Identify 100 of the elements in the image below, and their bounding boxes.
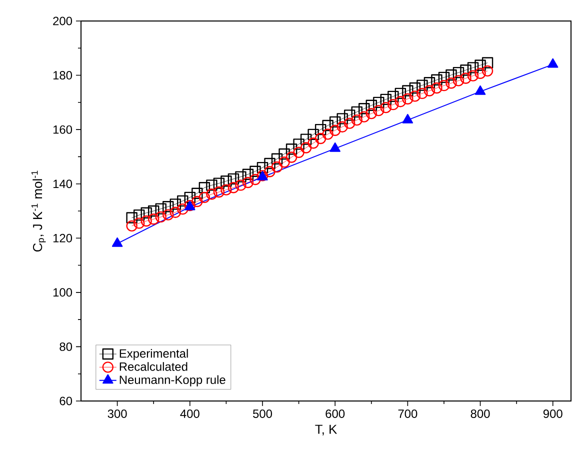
point xyxy=(206,180,218,191)
x-tick-label: 700 xyxy=(398,410,418,418)
point xyxy=(235,171,246,182)
legend-label: Recalculated xyxy=(120,362,188,371)
y-axis-title: C$_{p}$, J K$^{-1}$ mol$^{-1}$ xyxy=(31,170,46,252)
point xyxy=(474,60,486,71)
point xyxy=(394,96,406,108)
point xyxy=(293,146,304,158)
point xyxy=(228,182,240,194)
point xyxy=(278,148,290,160)
point xyxy=(380,102,392,114)
point xyxy=(271,153,283,164)
point xyxy=(402,85,414,96)
point xyxy=(300,142,312,154)
point xyxy=(431,82,442,94)
point xyxy=(250,174,261,186)
point xyxy=(140,215,152,227)
x-tick-label: 800 xyxy=(470,410,490,418)
point xyxy=(329,124,341,136)
point xyxy=(409,90,421,102)
point xyxy=(373,104,384,116)
point xyxy=(126,212,138,224)
point xyxy=(271,161,283,173)
point xyxy=(314,124,326,136)
point xyxy=(264,166,276,178)
point xyxy=(373,96,384,108)
point xyxy=(133,209,145,221)
point xyxy=(424,77,436,88)
point xyxy=(388,98,399,110)
point xyxy=(344,110,356,121)
point xyxy=(351,106,362,118)
point xyxy=(155,203,166,214)
point xyxy=(402,93,414,104)
y-tick-label: 160 xyxy=(53,125,72,134)
point xyxy=(286,152,298,163)
point xyxy=(431,74,442,86)
point xyxy=(213,186,225,198)
point xyxy=(278,156,290,168)
point xyxy=(250,166,261,177)
point xyxy=(235,180,246,191)
point xyxy=(446,69,457,81)
point xyxy=(192,196,203,208)
point xyxy=(184,192,196,204)
point xyxy=(198,182,210,194)
point xyxy=(336,113,348,124)
point xyxy=(482,65,494,77)
point xyxy=(148,205,160,217)
point xyxy=(177,203,188,215)
point xyxy=(366,108,377,120)
point xyxy=(358,111,370,122)
point xyxy=(452,75,464,86)
point xyxy=(351,114,362,126)
point xyxy=(548,58,558,68)
x-axis-title: T, K xyxy=(315,424,338,436)
point xyxy=(264,158,276,170)
point xyxy=(467,62,479,74)
y-tick-label: 100 xyxy=(53,288,72,297)
point xyxy=(358,103,370,114)
y-tick-label: 60 xyxy=(60,396,72,406)
x-tick-label: 500 xyxy=(253,410,272,418)
point xyxy=(192,188,203,199)
point xyxy=(438,80,450,92)
point xyxy=(126,220,138,232)
point xyxy=(474,68,486,79)
point xyxy=(308,138,319,149)
point xyxy=(220,176,232,187)
point xyxy=(446,78,457,89)
legend-label: Experimental xyxy=(120,348,188,360)
y-tick-label: 180 xyxy=(53,71,72,80)
point xyxy=(424,85,436,96)
point xyxy=(394,88,406,100)
point xyxy=(322,120,334,132)
point xyxy=(242,176,254,188)
x-tick-label: 600 xyxy=(326,410,345,418)
x-tick-label: 300 xyxy=(108,410,127,418)
point xyxy=(228,173,240,185)
y-tick-label: 200 xyxy=(53,16,72,26)
point xyxy=(177,195,188,207)
point xyxy=(416,80,428,91)
point xyxy=(409,82,421,94)
point xyxy=(140,207,152,218)
point xyxy=(256,162,268,174)
point xyxy=(213,178,225,189)
x-tick-label: 900 xyxy=(543,410,562,418)
point xyxy=(308,128,319,140)
point xyxy=(380,94,392,106)
point xyxy=(438,72,450,84)
point xyxy=(388,90,399,102)
point xyxy=(162,201,174,212)
point xyxy=(300,134,312,145)
point xyxy=(286,144,298,155)
point xyxy=(322,128,334,140)
point xyxy=(329,116,341,128)
point xyxy=(162,209,174,220)
y-tick-label: 80 xyxy=(60,342,72,351)
point xyxy=(452,66,464,78)
point xyxy=(467,70,479,82)
point xyxy=(460,64,472,76)
point xyxy=(416,88,428,100)
point xyxy=(314,132,326,144)
